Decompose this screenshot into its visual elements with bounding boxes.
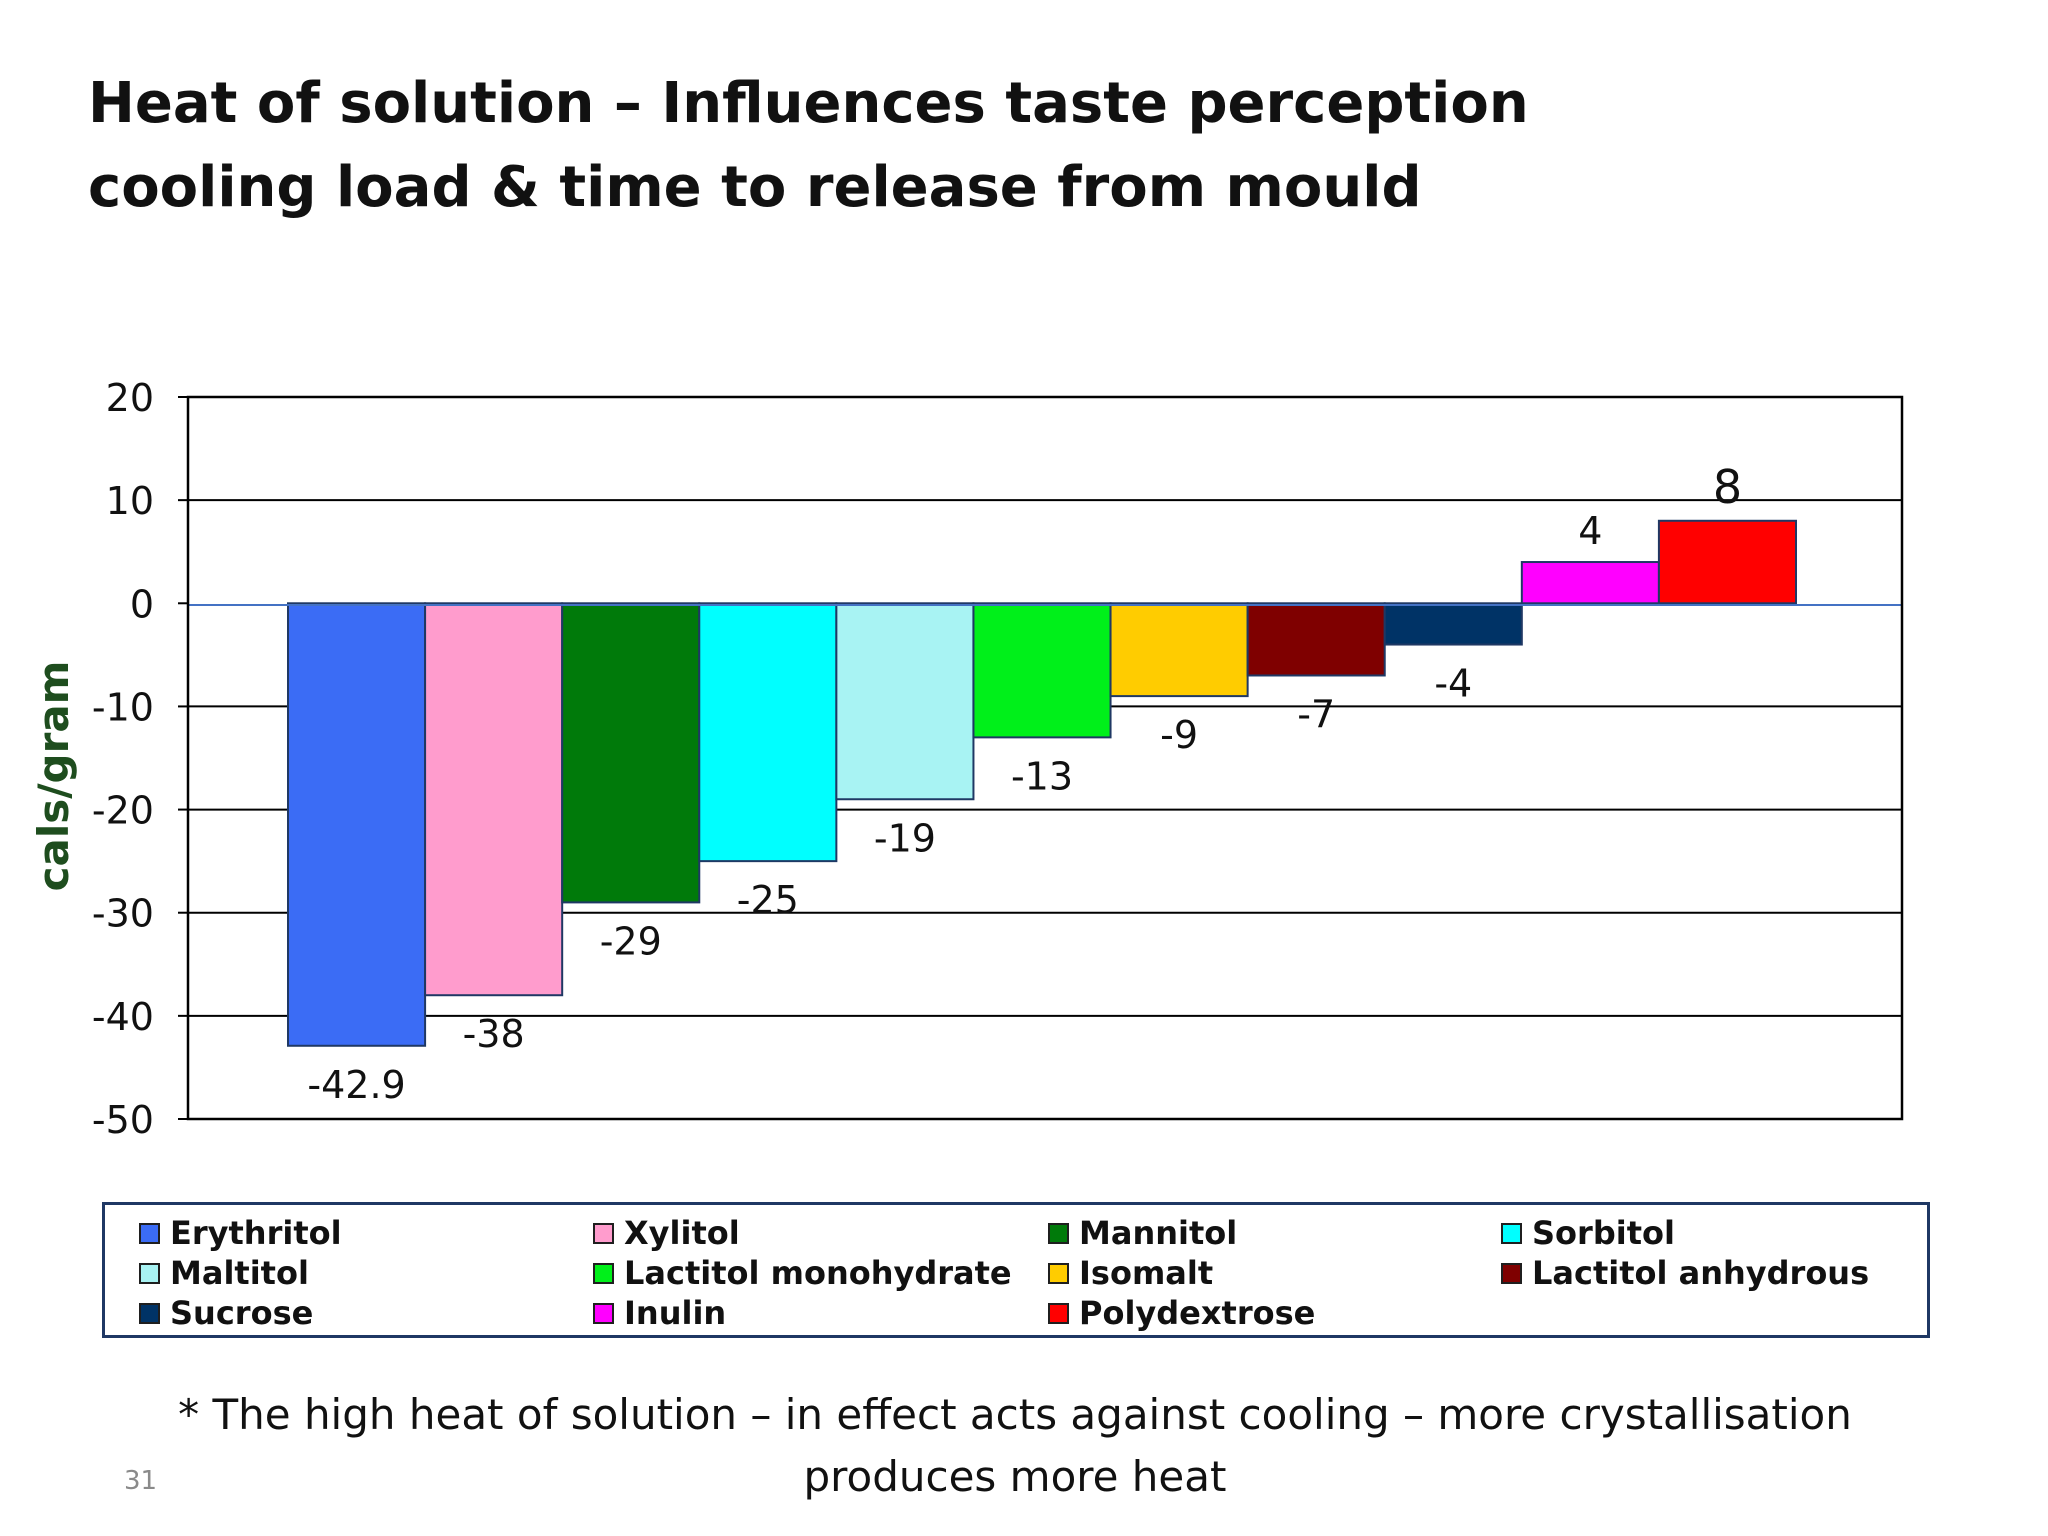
y-tick-label: 10 (106, 479, 154, 523)
bar-lactitol-monohydrate (972, 602, 1112, 739)
bar-erythritol (287, 602, 427, 1047)
data-label-sucrose: -4 (1434, 662, 1472, 706)
bar-sorbitol (698, 602, 838, 863)
legend-item-lactitol-anhydrous: Lactitol anhydrous (1501, 1253, 1869, 1293)
legend-swatch (1048, 1222, 1069, 1244)
legend-swatch (593, 1262, 614, 1284)
bar-polydextrose (1657, 519, 1797, 605)
y-tick-label: -30 (92, 892, 154, 936)
plot-frame (186, 395, 1904, 1121)
slide-number: 31 (124, 1466, 158, 1496)
data-label-maltitol: -19 (874, 816, 936, 860)
data-label-sorbitol: -25 (737, 878, 799, 922)
legend-swatch (593, 1302, 614, 1324)
bar-sucrose (1383, 602, 1523, 646)
data-labels: -42.9 -38 -29 -25 -19 -13 -9 -7 -4 4 8 (307, 460, 1742, 1107)
legend-label: Polydextrose (1079, 1294, 1316, 1332)
y-axis-tick-labels: 20 10 0 -10 -20 -30 -40 -50 (92, 376, 154, 1142)
data-label-xylitol: -38 (463, 1012, 525, 1056)
legend-item-mannitol: Mannitol (1048, 1213, 1237, 1253)
legend-swatch (1501, 1222, 1522, 1244)
slide-title-line-1: Heat of solution – Influences taste perc… (88, 71, 1529, 136)
y-axis-label: cals/gram (29, 661, 78, 892)
bar-maltitol (835, 602, 975, 801)
legend-label: Erythritol (170, 1214, 342, 1252)
y-tick-label: 20 (106, 376, 154, 420)
footnote: * The high heat of solution – in effect … (130, 1384, 1900, 1508)
slide-title-line-2: cooling load & time to release from moul… (88, 155, 1422, 220)
legend-label: Maltitol (170, 1254, 309, 1292)
legend-item-inulin: Inulin (593, 1293, 726, 1333)
data-label-mannitol: -29 (600, 919, 662, 963)
data-label-isomalt: -9 (1160, 713, 1198, 757)
legend-swatch (139, 1222, 160, 1244)
footnote-line-2: produces more heat (803, 1452, 1227, 1501)
legend-label: Inulin (624, 1294, 727, 1332)
legend-item-maltitol: Maltitol (139, 1253, 309, 1293)
y-tick-label: -50 (92, 1098, 154, 1142)
legend-swatch (139, 1262, 160, 1284)
legend-swatch (139, 1302, 160, 1324)
legend-label: Mannitol (1079, 1214, 1238, 1252)
legend-swatch (1501, 1262, 1522, 1284)
y-tick-label: -20 (92, 789, 154, 833)
legend-item-sucrose: Sucrose (139, 1293, 313, 1333)
legend-label: Isomalt (1079, 1254, 1214, 1292)
legend-label: Lactitol monohydrate (624, 1254, 1012, 1292)
legend-swatch (1048, 1262, 1069, 1284)
y-tick-label: -10 (92, 685, 154, 729)
data-label-erythritol: -42.9 (307, 1063, 405, 1107)
bars (287, 519, 1797, 1047)
legend-item-isomalt: Isomalt (1048, 1253, 1213, 1293)
data-label-polydextrose: 8 (1713, 460, 1742, 514)
legend-label: Xylitol (624, 1214, 740, 1252)
legend-swatch (593, 1222, 614, 1244)
legend-item-lactitol-monohydrate: Lactitol monohydrate (593, 1253, 1012, 1293)
bar-mannitol (561, 602, 701, 904)
legend-item-sorbitol: Sorbitol (1501, 1213, 1675, 1253)
footnote-line-1: * The high heat of solution – in effect … (178, 1390, 1852, 1439)
chart-legend: Erythritol Xylitol Mannitol Sorbitol Maltito… (102, 1202, 1930, 1338)
data-label-lactitol-anhydrous: -7 (1297, 692, 1335, 736)
y-tick-label: -40 (92, 995, 154, 1039)
bar-lactitol-anhydrous (1246, 602, 1386, 677)
bar-isomalt (1109, 602, 1249, 698)
legend-label: Sorbitol (1532, 1214, 1675, 1252)
legend-item-xylitol: Xylitol (593, 1213, 740, 1253)
data-label-inulin: 4 (1578, 509, 1602, 553)
bar-xylitol (424, 602, 564, 997)
legend-item-polydextrose: Polydextrose (1048, 1293, 1315, 1333)
legend-label: Sucrose (170, 1294, 314, 1332)
slide-title: Heat of solution – Influences taste perc… (88, 62, 1788, 230)
data-label-lactitol-monohydrate: -13 (1011, 754, 1073, 798)
legend-label: Lactitol anhydrous (1532, 1254, 1870, 1292)
legend-swatch (1048, 1302, 1069, 1324)
legend-item-erythritol: Erythritol (139, 1213, 342, 1253)
y-tick-label: 0 (130, 582, 154, 626)
bar-inulin (1520, 561, 1660, 605)
